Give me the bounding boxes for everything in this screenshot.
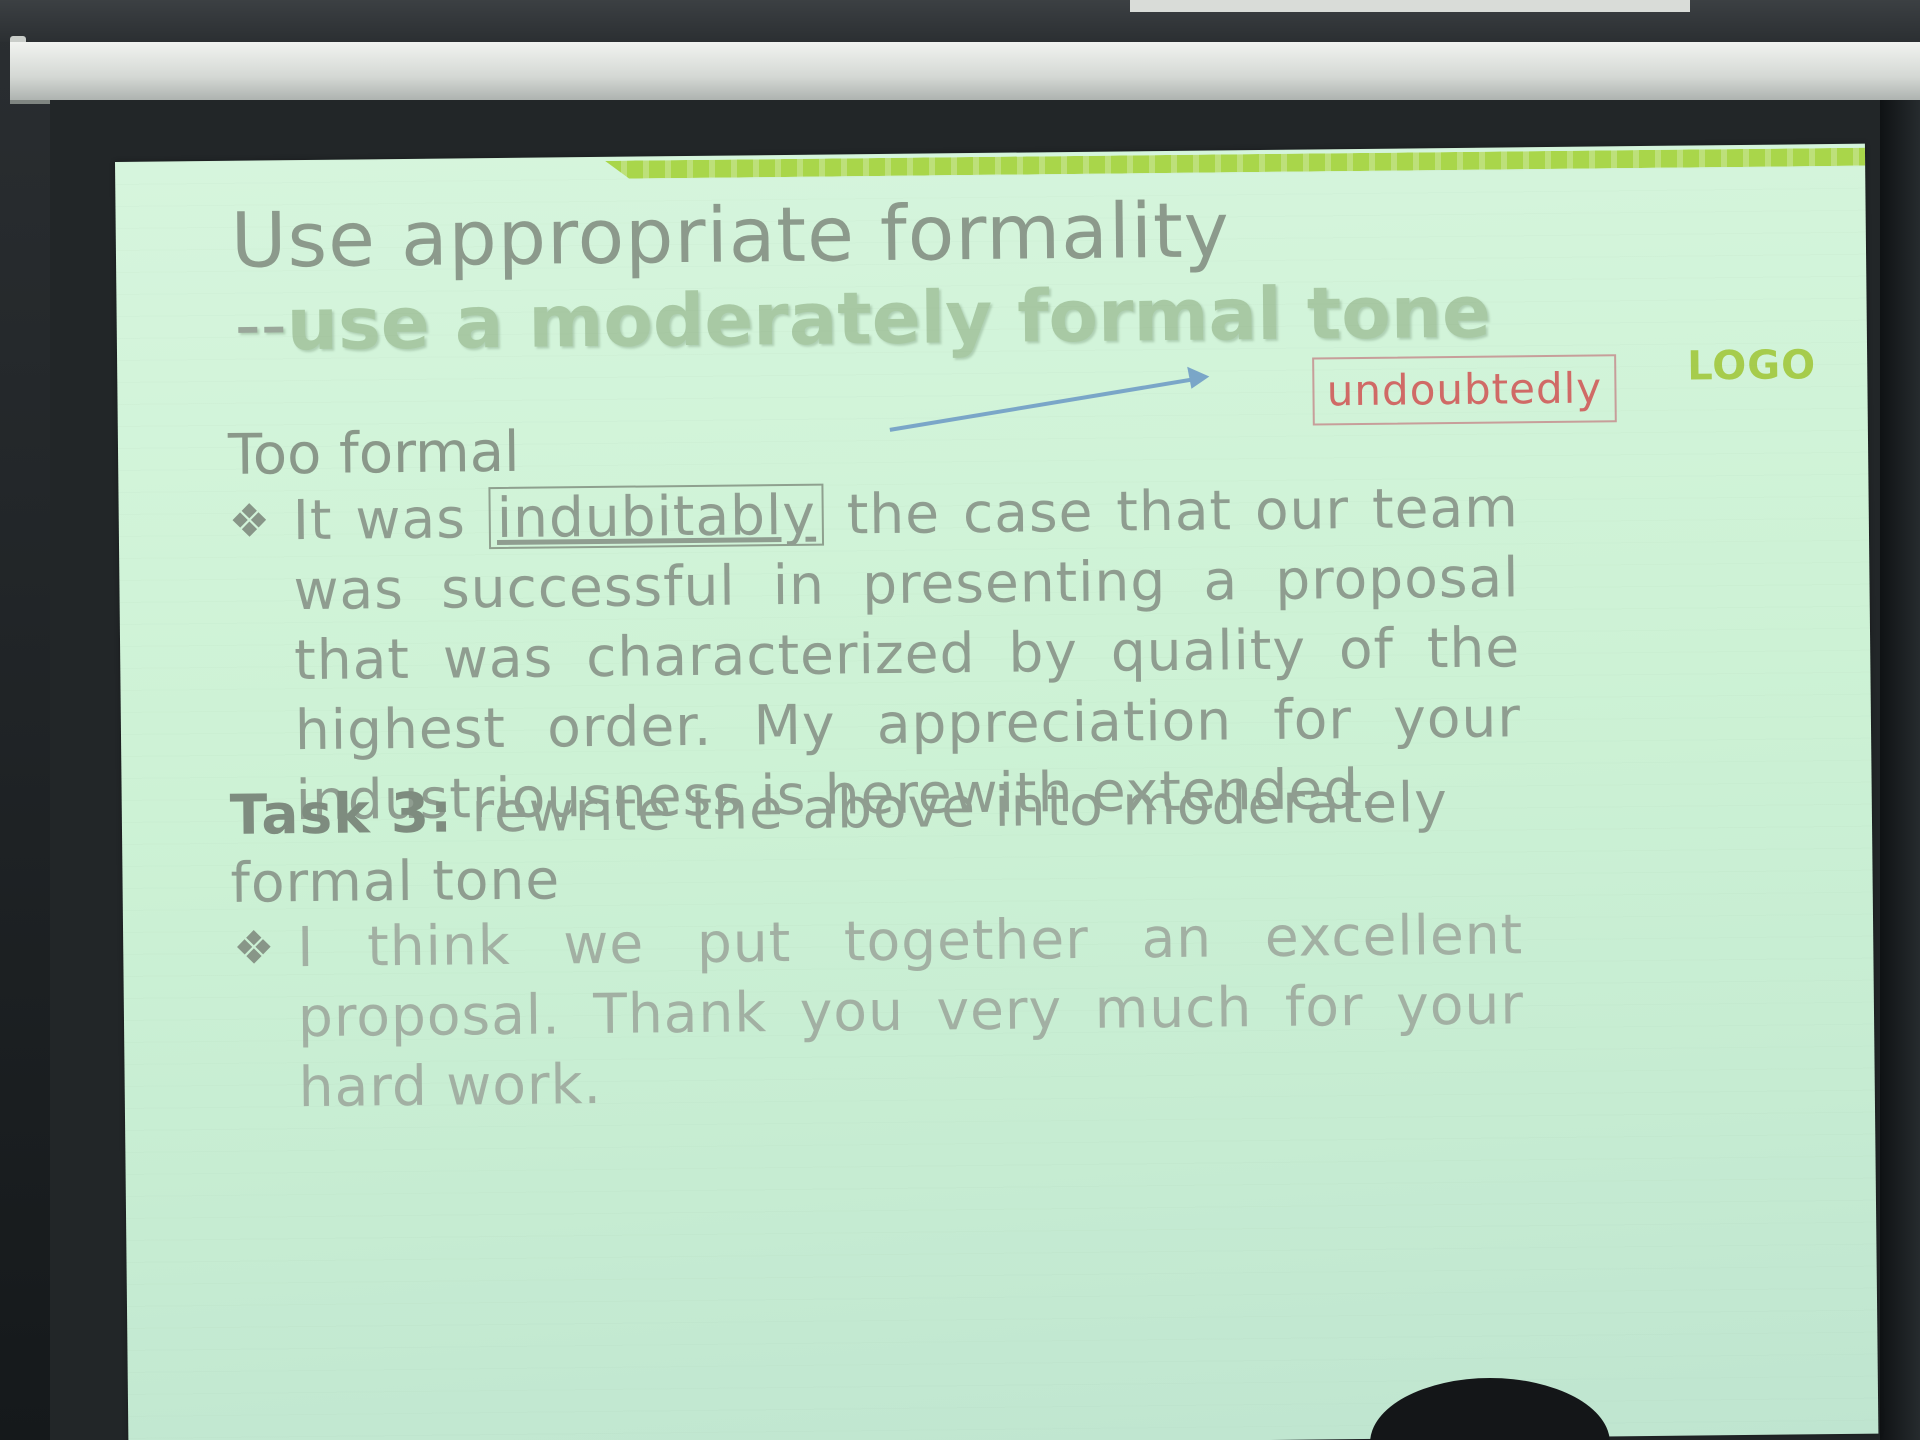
bullet-1-before: It was — [292, 486, 490, 553]
subtitle-prefix: -- — [234, 282, 288, 367]
slide-title: Use appropriate formality — [230, 185, 1231, 285]
arrow-line — [889, 376, 1198, 432]
logo: LOGO — [1686, 342, 1817, 390]
bullet-diamond-icon: ❖ — [232, 920, 275, 975]
bullet-diamond-icon: ❖ — [228, 493, 271, 548]
bullet-rewrite-text: I think we put together an excellent pro… — [296, 902, 1525, 1120]
too-formal-label: Too formal — [227, 419, 520, 488]
projected-slide: Use appropriate formality --use a modera… — [115, 143, 1879, 1440]
subtitle-emphasis: use a moderately formal tone — [286, 269, 1492, 367]
slide-subtitle: --use a moderately formal tone — [234, 270, 1491, 367]
task-label: Task 3: — [229, 780, 454, 847]
arrow-head-icon — [1187, 366, 1210, 389]
task-instruction: Task 3: rewrite the above into moderatel… — [229, 767, 1530, 917]
boxed-word: indubitably — [488, 483, 825, 550]
wall-edge — [1880, 100, 1920, 1440]
bullet-rewrite: ❖ I think we put together an excellent p… — [233, 899, 1525, 1122]
projector-screen-housing — [10, 42, 1920, 104]
ceiling-light — [1130, 0, 1690, 12]
replacement-word-box: undoubtedly — [1312, 354, 1617, 426]
